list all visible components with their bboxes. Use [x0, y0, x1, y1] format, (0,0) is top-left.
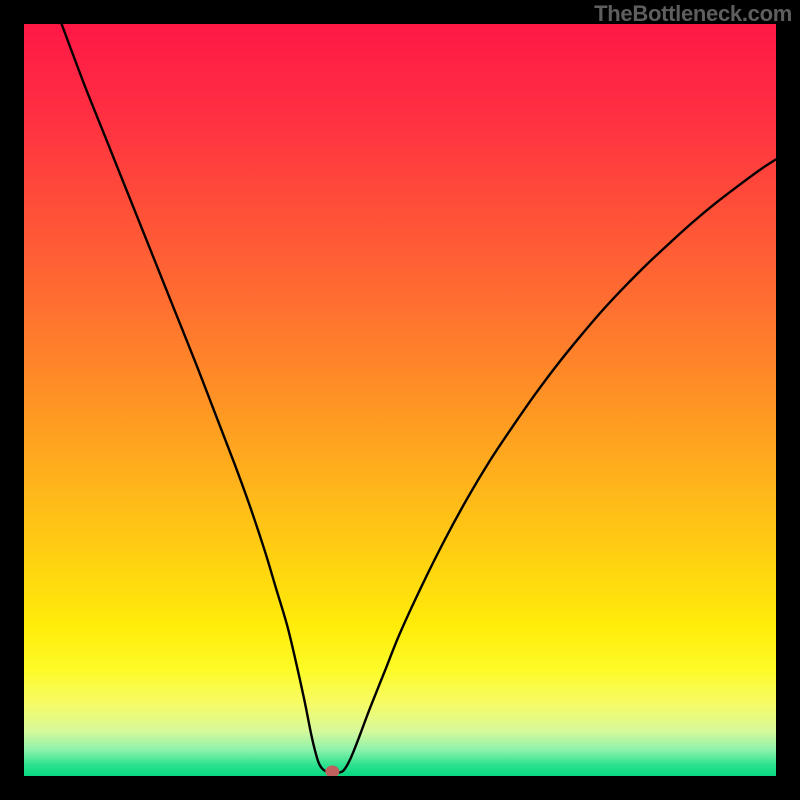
figure-root: TheBottleneck.com [0, 0, 800, 800]
chart-svg [24, 24, 776, 776]
chart-background [24, 24, 776, 776]
plot-area [24, 24, 776, 776]
bottleneck-marker [326, 766, 339, 776]
